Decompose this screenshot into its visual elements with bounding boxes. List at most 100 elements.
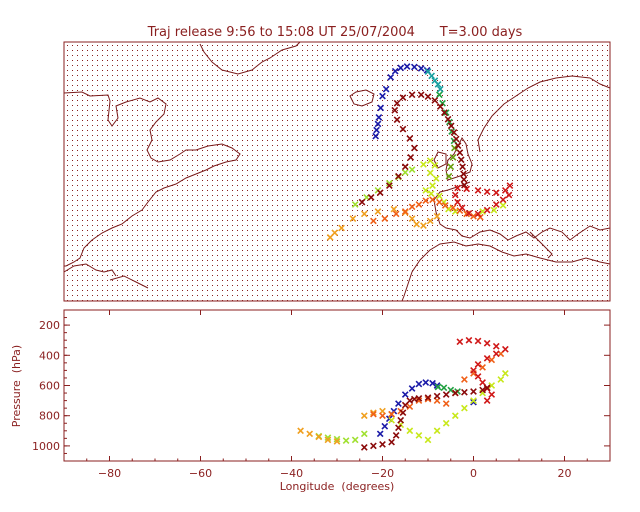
grid-dot	[427, 185, 428, 186]
grid-dot	[112, 120, 113, 121]
grid-dot	[182, 200, 183, 201]
grid-dot	[157, 160, 158, 161]
grid-dot	[167, 85, 168, 86]
grid-dot	[527, 290, 528, 291]
grid-dot	[167, 210, 168, 211]
grid-dot	[77, 175, 78, 176]
grid-dot	[117, 285, 118, 286]
grid-dot	[522, 175, 523, 176]
grid-dot	[287, 210, 288, 211]
grid-dot	[497, 285, 498, 286]
grid-dot	[352, 135, 353, 136]
grid-dot	[442, 45, 443, 46]
grid-dot	[492, 85, 493, 86]
grid-dot	[472, 115, 473, 116]
grid-dot	[422, 170, 423, 171]
grid-dot	[137, 160, 138, 161]
grid-dot	[212, 105, 213, 106]
grid-dot	[452, 220, 453, 221]
grid-dot	[147, 190, 148, 191]
grid-dot	[337, 240, 338, 241]
grid-dot	[477, 45, 478, 46]
grid-dot	[242, 45, 243, 46]
grid-dot	[417, 275, 418, 276]
grid-dot	[192, 265, 193, 266]
grid-dot	[537, 250, 538, 251]
grid-dot	[452, 285, 453, 286]
grid-dot	[487, 135, 488, 136]
grid-dot	[402, 155, 403, 156]
grid-dot	[282, 285, 283, 286]
grid-dot	[357, 165, 358, 166]
grid-dot	[512, 280, 513, 281]
grid-dot	[392, 170, 393, 171]
grid-dot	[217, 65, 218, 66]
grid-dot	[372, 185, 373, 186]
grid-dot	[172, 50, 173, 51]
grid-dot	[432, 90, 433, 91]
grid-dot	[272, 85, 273, 86]
grid-dot	[307, 55, 308, 56]
grid-dot	[107, 185, 108, 186]
grid-dot	[332, 145, 333, 146]
grid-dot	[267, 115, 268, 116]
grid-dot	[392, 260, 393, 261]
grid-dot	[182, 275, 183, 276]
grid-dot	[167, 175, 168, 176]
grid-dot	[302, 255, 303, 256]
grid-dot	[182, 235, 183, 236]
grid-dot	[387, 270, 388, 271]
grid-dot	[272, 70, 273, 71]
grid-dot	[67, 130, 68, 131]
grid-dot	[332, 125, 333, 126]
grid-dot	[377, 280, 378, 281]
grid-dot	[372, 160, 373, 161]
grid-dot	[137, 225, 138, 226]
grid-dot	[297, 55, 298, 56]
grid-dot	[392, 175, 393, 176]
grid-dot	[207, 280, 208, 281]
grid-dot	[422, 230, 423, 231]
grid-dot	[362, 220, 363, 221]
grid-dot	[507, 145, 508, 146]
grid-dot	[112, 280, 113, 281]
grid-dot	[312, 125, 313, 126]
grid-dot	[77, 285, 78, 286]
grid-dot	[247, 290, 248, 291]
grid-dot	[277, 175, 278, 176]
grid-dot	[392, 215, 393, 216]
grid-dot	[222, 120, 223, 121]
grid-dot	[212, 65, 213, 66]
grid-dot	[447, 145, 448, 146]
grid-dot	[317, 215, 318, 216]
grid-dot	[412, 55, 413, 56]
grid-dot	[452, 160, 453, 161]
grid-dot	[497, 255, 498, 256]
grid-dot	[122, 45, 123, 46]
grid-dot	[287, 255, 288, 256]
grid-dot	[72, 130, 73, 131]
grid-dot	[297, 170, 298, 171]
grid-dot	[537, 205, 538, 206]
grid-dot	[172, 270, 173, 271]
grid-dot	[462, 135, 463, 136]
grid-dot	[472, 170, 473, 171]
grid-dot	[102, 280, 103, 281]
grid-dot	[77, 130, 78, 131]
grid-dot	[117, 200, 118, 201]
grid-dot	[497, 55, 498, 56]
grid-dot	[87, 180, 88, 181]
grid-dot	[122, 165, 123, 166]
grid-dot	[372, 245, 373, 246]
grid-dot	[167, 275, 168, 276]
grid-dot	[427, 215, 428, 216]
grid-dot	[137, 170, 138, 171]
grid-dot	[217, 90, 218, 91]
grid-dot	[517, 275, 518, 276]
grid-dot	[112, 155, 113, 156]
grid-dot	[312, 85, 313, 86]
grid-dot	[412, 265, 413, 266]
grid-dot	[212, 95, 213, 96]
grid-dot	[367, 215, 368, 216]
grid-dot	[117, 75, 118, 76]
